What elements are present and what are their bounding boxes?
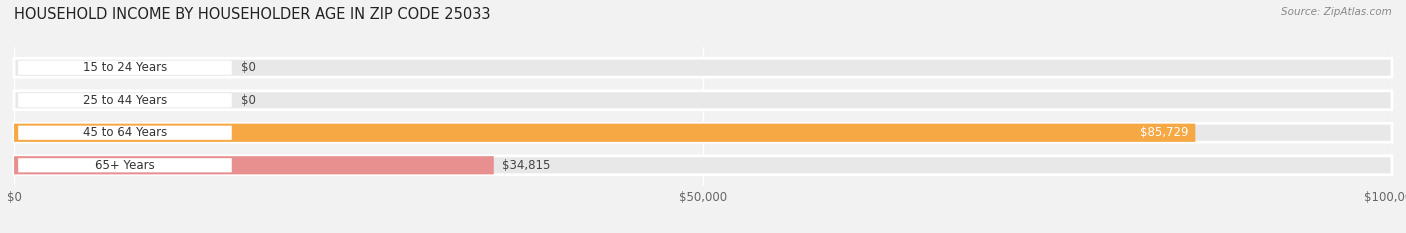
FancyBboxPatch shape: [14, 91, 1392, 110]
Text: $85,729: $85,729: [1140, 126, 1188, 139]
Text: 65+ Years: 65+ Years: [96, 159, 155, 172]
Text: $0: $0: [242, 61, 256, 74]
Text: 25 to 44 Years: 25 to 44 Years: [83, 94, 167, 107]
FancyBboxPatch shape: [18, 61, 232, 75]
Text: $0: $0: [242, 94, 256, 107]
FancyBboxPatch shape: [14, 123, 1392, 142]
Text: HOUSEHOLD INCOME BY HOUSEHOLDER AGE IN ZIP CODE 25033: HOUSEHOLD INCOME BY HOUSEHOLDER AGE IN Z…: [14, 7, 491, 22]
Text: 45 to 64 Years: 45 to 64 Years: [83, 126, 167, 139]
FancyBboxPatch shape: [14, 156, 494, 174]
FancyBboxPatch shape: [18, 158, 232, 172]
FancyBboxPatch shape: [14, 156, 1392, 175]
FancyBboxPatch shape: [14, 124, 1195, 142]
FancyBboxPatch shape: [18, 93, 232, 107]
FancyBboxPatch shape: [18, 126, 232, 140]
FancyBboxPatch shape: [14, 58, 1392, 77]
Text: $34,815: $34,815: [502, 159, 550, 172]
Text: Source: ZipAtlas.com: Source: ZipAtlas.com: [1281, 7, 1392, 17]
Text: 15 to 24 Years: 15 to 24 Years: [83, 61, 167, 74]
